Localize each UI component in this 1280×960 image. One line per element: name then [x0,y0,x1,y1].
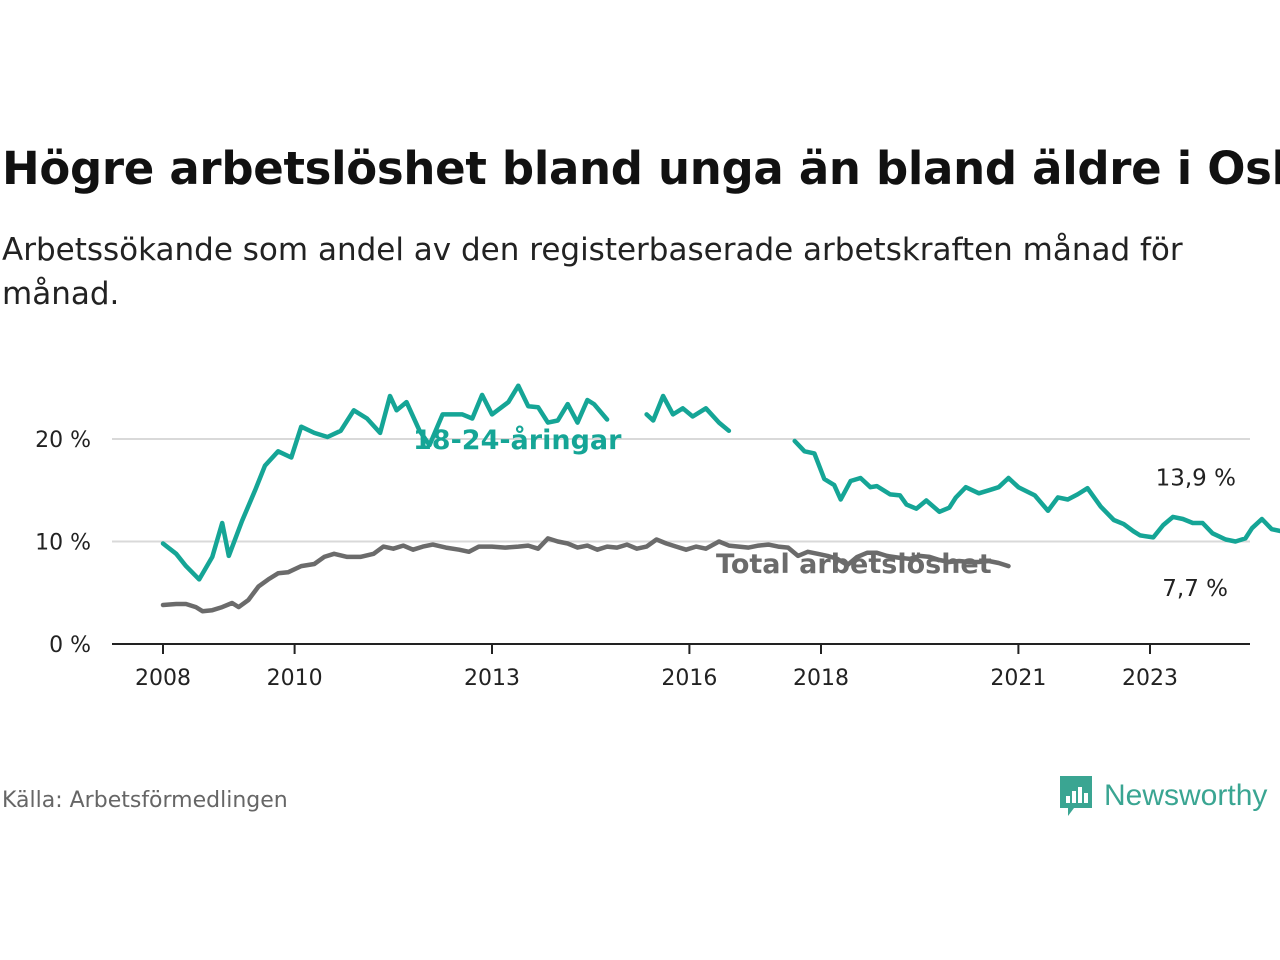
series-line-1 [160,536,1011,614]
brand-logo: Newsworthy [1058,774,1267,818]
x-axis: 2008 2010 2013 2016 2018 2021 2023 [112,643,1250,691]
y-tick-label-0: 0 % [49,633,91,658]
x-tick-label-2010: 2010 [267,666,323,691]
series-line-0 [160,383,1280,582]
x-tick-label-2008: 2008 [135,666,191,691]
y-axis-tick-labels: 0 % 10 % 20 % [35,428,91,658]
series-lines [160,383,1280,614]
y-tick-label-20: 20 % [35,428,91,453]
brand-name: Newsworthy [1104,779,1268,812]
series-label-youth: 18-24-åringar [413,424,622,456]
newsworthy-logo-icon [1060,776,1092,816]
x-tick-label-2023: 2023 [1122,666,1178,691]
x-tick-label-2021: 2021 [990,666,1046,691]
series-labels: 18-24-åringar Total arbetslöshet 13,9 % 7,7… [413,424,1236,602]
series-label-total: Total arbetslöshet [716,549,992,580]
end-value-total: 7,7 % [1162,576,1228,602]
end-value-youth: 13,9 % [1156,466,1236,492]
chart-title: Högre arbetslöshet bland unga än bland ä… [2,142,1280,195]
chart-subtitle: Arbetssökande som andel av den registerb… [2,232,1183,312]
x-tick-label-2016: 2016 [661,666,717,691]
y-tick-label-10: 10 % [35,531,91,556]
source-note: Källa: Arbetsförmedlingen [2,788,288,813]
grid-lines [112,438,1250,543]
x-tick-label-2018: 2018 [793,666,849,691]
x-tick-label-2013: 2013 [464,666,520,691]
